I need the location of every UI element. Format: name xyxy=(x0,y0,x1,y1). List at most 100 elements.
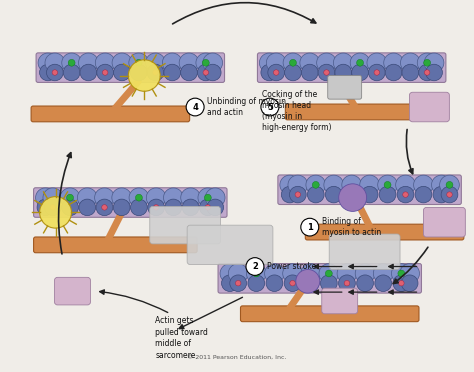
Circle shape xyxy=(368,64,385,81)
Circle shape xyxy=(296,269,320,293)
Circle shape xyxy=(402,64,419,81)
Circle shape xyxy=(324,70,329,75)
Circle shape xyxy=(186,98,204,116)
Circle shape xyxy=(301,264,320,283)
Circle shape xyxy=(163,53,182,73)
Circle shape xyxy=(379,186,396,203)
Circle shape xyxy=(204,194,211,201)
Circle shape xyxy=(378,175,397,195)
Circle shape xyxy=(230,275,246,292)
Circle shape xyxy=(318,64,335,81)
Circle shape xyxy=(282,186,298,203)
Circle shape xyxy=(283,264,302,283)
Circle shape xyxy=(398,270,405,277)
Circle shape xyxy=(343,186,360,203)
Circle shape xyxy=(290,186,306,203)
Circle shape xyxy=(102,205,107,210)
Circle shape xyxy=(350,53,370,73)
Circle shape xyxy=(440,175,459,195)
Circle shape xyxy=(95,188,114,208)
Circle shape xyxy=(312,182,319,188)
Circle shape xyxy=(349,192,355,197)
Circle shape xyxy=(36,188,55,208)
Circle shape xyxy=(385,64,402,81)
FancyBboxPatch shape xyxy=(55,278,91,305)
Circle shape xyxy=(360,175,380,195)
Circle shape xyxy=(424,53,444,73)
Circle shape xyxy=(97,64,114,81)
Circle shape xyxy=(399,280,404,286)
FancyBboxPatch shape xyxy=(285,104,444,120)
Circle shape xyxy=(112,53,132,73)
Circle shape xyxy=(317,53,337,73)
Circle shape xyxy=(284,275,301,292)
Circle shape xyxy=(135,60,142,66)
Circle shape xyxy=(419,64,436,81)
Circle shape xyxy=(165,199,182,216)
FancyBboxPatch shape xyxy=(34,188,227,217)
Circle shape xyxy=(417,53,437,73)
FancyArrowPatch shape xyxy=(406,129,413,174)
Text: © 2011 Pearson Education, Inc.: © 2011 Pearson Education, Inc. xyxy=(187,355,287,360)
Circle shape xyxy=(397,186,414,203)
Circle shape xyxy=(300,53,319,73)
Circle shape xyxy=(146,53,165,73)
FancyArrowPatch shape xyxy=(349,264,377,269)
Circle shape xyxy=(338,275,356,292)
Text: 2: 2 xyxy=(252,262,258,271)
Circle shape xyxy=(396,175,415,195)
Circle shape xyxy=(295,192,301,197)
FancyArrowPatch shape xyxy=(173,3,316,24)
Circle shape xyxy=(392,264,411,283)
Circle shape xyxy=(446,182,453,188)
Circle shape xyxy=(43,188,63,208)
Circle shape xyxy=(205,188,225,208)
Circle shape xyxy=(339,184,366,211)
Circle shape xyxy=(46,64,63,81)
Circle shape xyxy=(228,264,248,283)
FancyArrowPatch shape xyxy=(389,290,417,294)
Circle shape xyxy=(403,192,408,197)
Circle shape xyxy=(68,60,75,66)
Circle shape xyxy=(205,205,210,210)
Circle shape xyxy=(261,98,279,116)
Circle shape xyxy=(280,175,300,195)
Circle shape xyxy=(198,188,218,208)
Text: 5: 5 xyxy=(267,103,273,112)
Circle shape xyxy=(62,53,82,73)
FancyBboxPatch shape xyxy=(423,208,465,237)
FancyBboxPatch shape xyxy=(187,225,273,264)
Circle shape xyxy=(333,53,353,73)
Text: Binding of
myosin to actin: Binding of myosin to actin xyxy=(322,217,381,237)
Circle shape xyxy=(114,64,130,81)
Text: Unbinding of myosin
and actin: Unbinding of myosin and actin xyxy=(207,97,286,117)
FancyBboxPatch shape xyxy=(328,76,362,99)
Circle shape xyxy=(268,64,284,81)
Circle shape xyxy=(40,197,72,228)
Circle shape xyxy=(375,275,392,292)
Circle shape xyxy=(154,205,159,210)
Circle shape xyxy=(63,64,80,81)
Circle shape xyxy=(259,53,279,73)
Circle shape xyxy=(37,199,54,216)
Circle shape xyxy=(415,186,432,203)
Circle shape xyxy=(283,53,303,73)
Circle shape xyxy=(148,199,164,216)
Circle shape xyxy=(113,199,130,216)
Circle shape xyxy=(204,64,221,81)
Circle shape xyxy=(52,70,58,75)
Circle shape xyxy=(62,199,78,216)
Circle shape xyxy=(96,199,113,216)
Circle shape xyxy=(38,53,58,73)
FancyArrowPatch shape xyxy=(58,153,71,254)
Circle shape xyxy=(426,64,442,81)
Circle shape xyxy=(248,275,264,292)
Circle shape xyxy=(39,64,56,81)
FancyBboxPatch shape xyxy=(150,206,220,244)
Circle shape xyxy=(253,270,260,277)
Circle shape xyxy=(221,275,238,292)
Circle shape xyxy=(324,175,344,195)
Circle shape xyxy=(337,264,357,283)
Circle shape xyxy=(264,264,284,283)
Circle shape xyxy=(393,275,410,292)
